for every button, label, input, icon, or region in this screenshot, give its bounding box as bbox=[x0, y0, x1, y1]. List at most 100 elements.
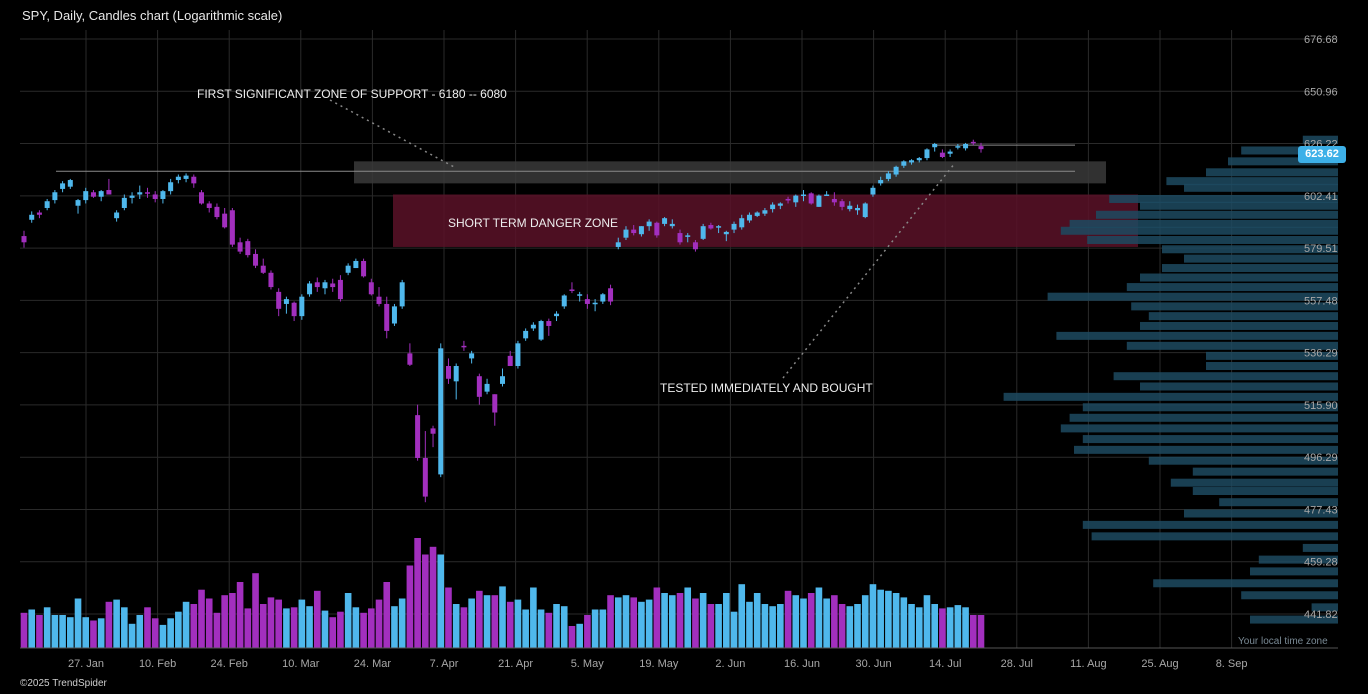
candle-body bbox=[831, 198, 837, 203]
candle-body bbox=[492, 394, 498, 413]
candle-body bbox=[152, 194, 158, 199]
volume-bar bbox=[20, 612, 28, 648]
volume-profile-bar bbox=[1206, 362, 1338, 371]
volume-bar bbox=[761, 604, 769, 648]
candle-body bbox=[484, 383, 490, 392]
volume-bar bbox=[900, 597, 908, 648]
volume-bar bbox=[283, 608, 290, 648]
candle-body bbox=[638, 226, 644, 235]
x-tick-label: 21. Apr bbox=[498, 658, 533, 670]
candle-body bbox=[777, 203, 783, 206]
candle-body bbox=[978, 146, 984, 150]
volume-bar bbox=[568, 626, 576, 648]
volume-profile-bar bbox=[1140, 382, 1338, 391]
candle-body bbox=[214, 206, 220, 218]
volume-bar bbox=[977, 615, 985, 648]
volume-bar bbox=[367, 608, 375, 648]
volume-bar bbox=[553, 604, 560, 648]
candle-body bbox=[939, 152, 945, 157]
volume-bar bbox=[591, 609, 599, 648]
volume-bar bbox=[738, 584, 746, 648]
volume-bar bbox=[290, 607, 298, 648]
volume-bar bbox=[151, 618, 159, 648]
x-tick-label: 10. Feb bbox=[139, 658, 176, 670]
volume-bar bbox=[522, 609, 529, 648]
x-tick-label: 25. Aug bbox=[1141, 658, 1178, 670]
candle-body bbox=[723, 231, 729, 235]
volume-profile-bar bbox=[1113, 372, 1338, 381]
volume-bar bbox=[668, 595, 676, 648]
volume-bar bbox=[352, 607, 360, 648]
volume-bar bbox=[128, 623, 136, 648]
volume-profile-bar bbox=[1311, 603, 1338, 612]
volume-profile-bar bbox=[1206, 351, 1338, 360]
candle-body bbox=[307, 283, 313, 295]
volume-bar bbox=[483, 595, 491, 648]
volume-profile-bar bbox=[1140, 273, 1338, 282]
volume-bar bbox=[661, 593, 668, 648]
volume-profile-bar bbox=[1091, 532, 1338, 541]
candle-body bbox=[770, 204, 776, 210]
candle-body bbox=[199, 192, 205, 204]
volume-bar bbox=[43, 607, 51, 648]
candle-body bbox=[577, 294, 583, 296]
volume-bar bbox=[329, 617, 337, 648]
volume-bar bbox=[491, 595, 499, 648]
volume-bar bbox=[800, 598, 807, 648]
volume-bar bbox=[244, 608, 252, 648]
candle-body bbox=[947, 151, 953, 154]
volume-bar bbox=[607, 595, 614, 648]
volume-bar bbox=[939, 608, 946, 648]
volume-bar bbox=[74, 598, 82, 648]
candle-body bbox=[353, 260, 359, 269]
last-price-badge: 623.62 bbox=[1298, 146, 1346, 163]
volume-profile-bar bbox=[1096, 210, 1338, 219]
candle-body bbox=[415, 415, 421, 458]
candle-body bbox=[592, 302, 598, 305]
volume-profile-bar bbox=[1060, 226, 1338, 235]
volume-bar bbox=[321, 610, 329, 648]
candle-body bbox=[407, 353, 413, 365]
volume-bar bbox=[298, 599, 306, 648]
candle-body bbox=[754, 212, 760, 216]
volume-profile-bar bbox=[1069, 413, 1338, 422]
volume-bar bbox=[398, 598, 406, 648]
volume-bar bbox=[28, 609, 36, 648]
volume-profile-bar bbox=[1162, 264, 1338, 273]
volume-bar bbox=[221, 595, 228, 648]
volume-bar bbox=[105, 601, 113, 648]
candle-body bbox=[314, 282, 320, 288]
candle-body bbox=[615, 242, 621, 247]
volume-bar bbox=[599, 609, 607, 648]
volume-bar bbox=[383, 582, 391, 648]
volume-bar bbox=[144, 607, 151, 648]
candle-body bbox=[793, 195, 799, 203]
volume-bar bbox=[190, 604, 198, 648]
candle-body bbox=[932, 144, 938, 148]
candle-body bbox=[507, 355, 513, 367]
volume-profile-bar bbox=[1162, 245, 1338, 254]
volume-profile-bar bbox=[1140, 201, 1338, 210]
candle-body bbox=[260, 265, 266, 273]
candle-body bbox=[500, 376, 505, 384]
volume-profile-bar bbox=[1126, 341, 1338, 350]
volume-bar bbox=[391, 606, 398, 648]
volume-profile-bar bbox=[1082, 520, 1338, 529]
volume-bar bbox=[97, 618, 105, 648]
candle-body bbox=[75, 200, 81, 206]
candle-body bbox=[731, 223, 737, 230]
volume-profile-bar bbox=[1087, 235, 1338, 244]
timezone-note[interactable]: Your local time zone bbox=[1238, 636, 1328, 647]
volume-profile-bar bbox=[1069, 219, 1338, 228]
volume-profile-bar bbox=[1148, 312, 1338, 321]
y-tick-label: 602.41 bbox=[1304, 191, 1338, 203]
volume-bar bbox=[306, 606, 313, 648]
candle-body bbox=[129, 195, 135, 198]
candle-body bbox=[168, 182, 174, 192]
volume-bar bbox=[313, 590, 321, 648]
volume-bar bbox=[36, 615, 43, 648]
volume-bar bbox=[82, 617, 90, 648]
volume-profile-bar bbox=[1184, 509, 1338, 518]
candle-body bbox=[530, 324, 536, 329]
